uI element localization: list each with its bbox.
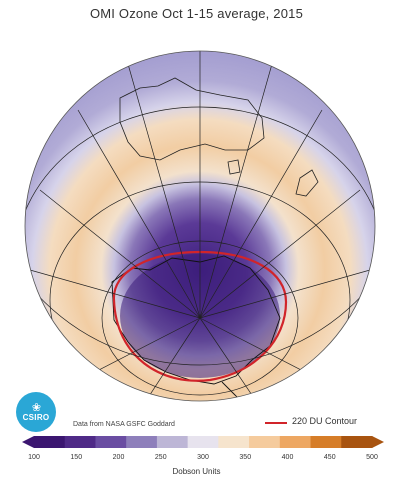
colorbar-tick-label: 150 xyxy=(70,454,82,461)
colorbar-tick-label: 100 xyxy=(28,454,40,461)
colorbar-tick-label: 400 xyxy=(282,454,294,461)
colorbar-ticks: 100 150 200 250 300 350 400 450 500 xyxy=(28,454,378,461)
contour-legend-swatch xyxy=(265,422,287,424)
colorbar-min-arrow xyxy=(22,436,34,448)
colorbar-cell xyxy=(310,436,342,448)
colorbar-tick-label: 250 xyxy=(155,454,167,461)
colorbar-cell xyxy=(218,436,250,448)
colorbar-cells xyxy=(22,436,384,448)
colorbar: 100 150 200 250 300 350 400 450 500 xyxy=(22,436,384,461)
latitude-line xyxy=(25,51,375,366)
colorbar-tick-label: 500 xyxy=(366,454,378,461)
ozone-globe-map xyxy=(24,50,376,402)
colorbar-cell xyxy=(187,436,219,448)
map-title: OMI Ozone Oct 1-15 average, 2015 xyxy=(89,6,304,21)
colorbar-cell xyxy=(279,436,312,448)
australia-outline xyxy=(119,77,265,161)
new-zealand-outline xyxy=(295,169,319,197)
colorbar-unit-label: Dobson Units xyxy=(172,467,221,476)
csiro-logo: ❀ CSIRO xyxy=(16,392,56,432)
contour-legend-label: 220 DU Contour xyxy=(292,416,358,426)
colorbar-cell xyxy=(34,436,66,448)
colorbar-cell xyxy=(95,436,127,448)
contour-220-du xyxy=(112,250,288,382)
globe-outline xyxy=(24,50,376,402)
data-credit: Data from NASA GSFC Goddard xyxy=(73,421,175,428)
tasmania-outline xyxy=(227,159,241,175)
colorbar-cell xyxy=(156,436,189,448)
csiro-logo-mark-icon: ❀ xyxy=(31,401,41,414)
colorbar-tick-label: 350 xyxy=(239,454,251,461)
colorbar-tick-label: 200 xyxy=(113,454,125,461)
colorbar-tick-label: 450 xyxy=(324,454,336,461)
colorbar-cell xyxy=(126,436,158,448)
colorbar-cell xyxy=(341,436,373,448)
colorbar-tick-label: 300 xyxy=(197,454,209,461)
colorbar-max-arrow xyxy=(372,436,384,448)
csiro-logo-text: CSIRO xyxy=(22,412,50,422)
colorbar-cell xyxy=(249,436,281,448)
colorbar-cell xyxy=(64,436,96,448)
